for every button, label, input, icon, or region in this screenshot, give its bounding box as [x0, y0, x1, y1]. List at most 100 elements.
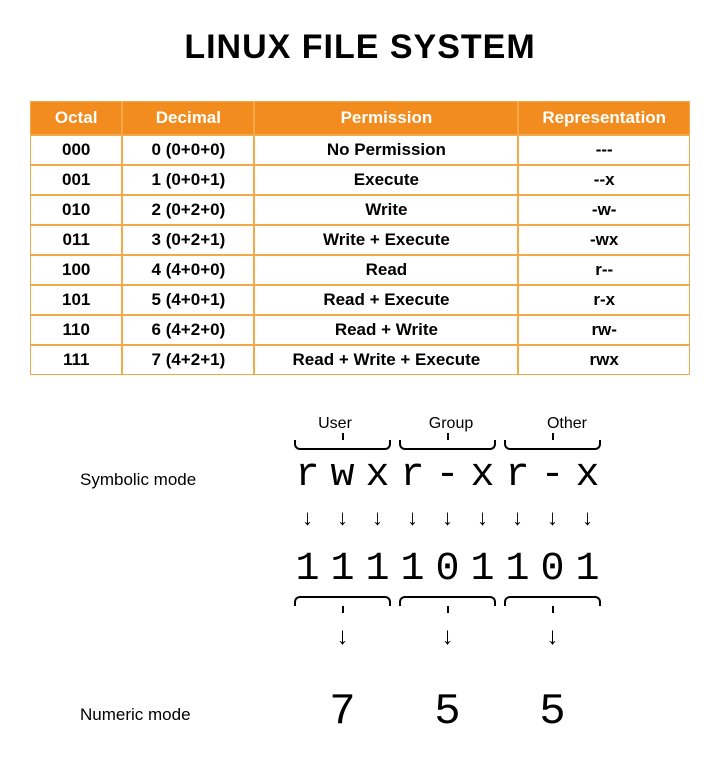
down-arrow-icon: ↓ — [570, 507, 605, 529]
down-arrow-icon: ↓ — [535, 507, 570, 529]
table-cell: 001 — [30, 165, 122, 195]
table-cell: 7 (4+2+1) — [122, 345, 254, 375]
binary-row: 111101101 — [290, 547, 605, 592]
symbolic-char: x — [570, 453, 605, 498]
table-cell: Read + Write — [254, 315, 518, 345]
table-row: 1004 (4+0+0)Readr-- — [30, 255, 690, 285]
numeric-char: 5 — [500, 687, 605, 737]
table-cell: 6 (4+2+0) — [122, 315, 254, 345]
table-cell: Execute — [254, 165, 518, 195]
numeric-row: 755 — [290, 687, 605, 737]
brace-mid-1 — [290, 593, 395, 609]
table-cell: Read — [254, 255, 518, 285]
permission-table: Octal Decimal Permission Representation … — [30, 101, 690, 375]
symbolic-char: - — [430, 453, 465, 498]
table-cell: 011 — [30, 225, 122, 255]
symbolic-char: - — [535, 453, 570, 498]
binary-char: 1 — [500, 547, 535, 592]
symbolic-row: rwxr-xr-x — [290, 453, 605, 498]
table-row: 1117 (4+2+1)Read + Write + Executerwx — [30, 345, 690, 375]
table-cell: 2 (0+2+0) — [122, 195, 254, 225]
table-cell: --- — [518, 135, 690, 165]
table-row: 0113 (0+2+1)Write + Execute-wx — [30, 225, 690, 255]
table-cell: 010 — [30, 195, 122, 225]
mode-diagram: User Group Other Symbolic mode rwxr-xr-x… — [80, 415, 640, 745]
symbolic-mode-label: Symbolic mode — [80, 470, 196, 490]
mid-braces — [290, 593, 605, 609]
symbolic-char: x — [465, 453, 500, 498]
table-cell: 000 — [30, 135, 122, 165]
down-arrow-icon: ↓ — [290, 625, 395, 649]
group-labels: User Group Other — [305, 415, 597, 433]
brace-top-3 — [500, 437, 605, 453]
symbolic-char: w — [325, 453, 360, 498]
table-cell: rwx — [518, 345, 690, 375]
table-cell: r-x — [518, 285, 690, 315]
numeric-mode-label: Numeric mode — [80, 705, 191, 725]
page-title: LINUX FILE SYSTEM — [184, 28, 535, 67]
brace-mid-2 — [395, 593, 500, 609]
table-cell: 111 — [30, 345, 122, 375]
col-header-octal: Octal — [30, 101, 122, 135]
down-arrow-icon: ↓ — [395, 507, 430, 529]
col-header-decimal: Decimal — [122, 101, 254, 135]
col-header-perm: Permission — [254, 101, 518, 135]
table-cell: 5 (4+0+1) — [122, 285, 254, 315]
binary-char: 0 — [430, 547, 465, 592]
arrow-row-1: ↓↓↓↓↓↓↓↓↓ — [290, 507, 605, 529]
binary-char: 1 — [395, 547, 430, 592]
table-row: 0011 (0+0+1)Execute--x — [30, 165, 690, 195]
down-arrow-icon: ↓ — [465, 507, 500, 529]
down-arrow-icon: ↓ — [430, 507, 465, 529]
table-cell: Read + Execute — [254, 285, 518, 315]
table-body: 0000 (0+0+0)No Permission---0011 (0+0+1)… — [30, 135, 690, 375]
table-cell: -wx — [518, 225, 690, 255]
group-label-other: Other — [537, 415, 597, 433]
down-arrow-icon: ↓ — [500, 507, 535, 529]
down-arrow-icon: ↓ — [290, 507, 325, 529]
numeric-char: 7 — [290, 687, 395, 737]
table-header-row: Octal Decimal Permission Representation — [30, 101, 690, 135]
brace-mid-3 — [500, 593, 605, 609]
table-row: 1015 (4+0+1)Read + Executer-x — [30, 285, 690, 315]
table-cell: Read + Write + Execute — [254, 345, 518, 375]
table-cell: Write + Execute — [254, 225, 518, 255]
table-cell: rw- — [518, 315, 690, 345]
table-row: 0102 (0+2+0)Write-w- — [30, 195, 690, 225]
table-cell: 101 — [30, 285, 122, 315]
binary-char: 1 — [360, 547, 395, 592]
table-cell: 1 (0+0+1) — [122, 165, 254, 195]
table-row: 1106 (4+2+0)Read + Writerw- — [30, 315, 690, 345]
down-arrow-icon: ↓ — [360, 507, 395, 529]
group-label-group: Group — [421, 415, 481, 433]
table-cell: Write — [254, 195, 518, 225]
group-label-user: User — [305, 415, 365, 433]
numeric-char: 5 — [395, 687, 500, 737]
table-cell: No Permission — [254, 135, 518, 165]
brace-top-2 — [395, 437, 500, 453]
table-cell: -w- — [518, 195, 690, 225]
col-header-rep: Representation — [518, 101, 690, 135]
binary-char: 0 — [535, 547, 570, 592]
down-arrow-icon: ↓ — [395, 625, 500, 649]
table-cell: 110 — [30, 315, 122, 345]
symbolic-char: x — [360, 453, 395, 498]
down-arrow-icon: ↓ — [325, 507, 360, 529]
table-cell: r-- — [518, 255, 690, 285]
binary-char: 1 — [465, 547, 500, 592]
table-cell: 100 — [30, 255, 122, 285]
top-braces — [290, 437, 605, 453]
table-row: 0000 (0+0+0)No Permission--- — [30, 135, 690, 165]
binary-char: 1 — [290, 547, 325, 592]
brace-top-1 — [290, 437, 395, 453]
table-cell: 3 (0+2+1) — [122, 225, 254, 255]
symbolic-char: r — [395, 453, 430, 498]
binary-char: 1 — [325, 547, 360, 592]
binary-char: 1 — [570, 547, 605, 592]
symbolic-char: r — [500, 453, 535, 498]
table-cell: 4 (4+0+0) — [122, 255, 254, 285]
symbolic-char: r — [290, 453, 325, 498]
arrow-row-2: ↓↓↓ — [290, 625, 605, 649]
table-cell: --x — [518, 165, 690, 195]
table-cell: 0 (0+0+0) — [122, 135, 254, 165]
